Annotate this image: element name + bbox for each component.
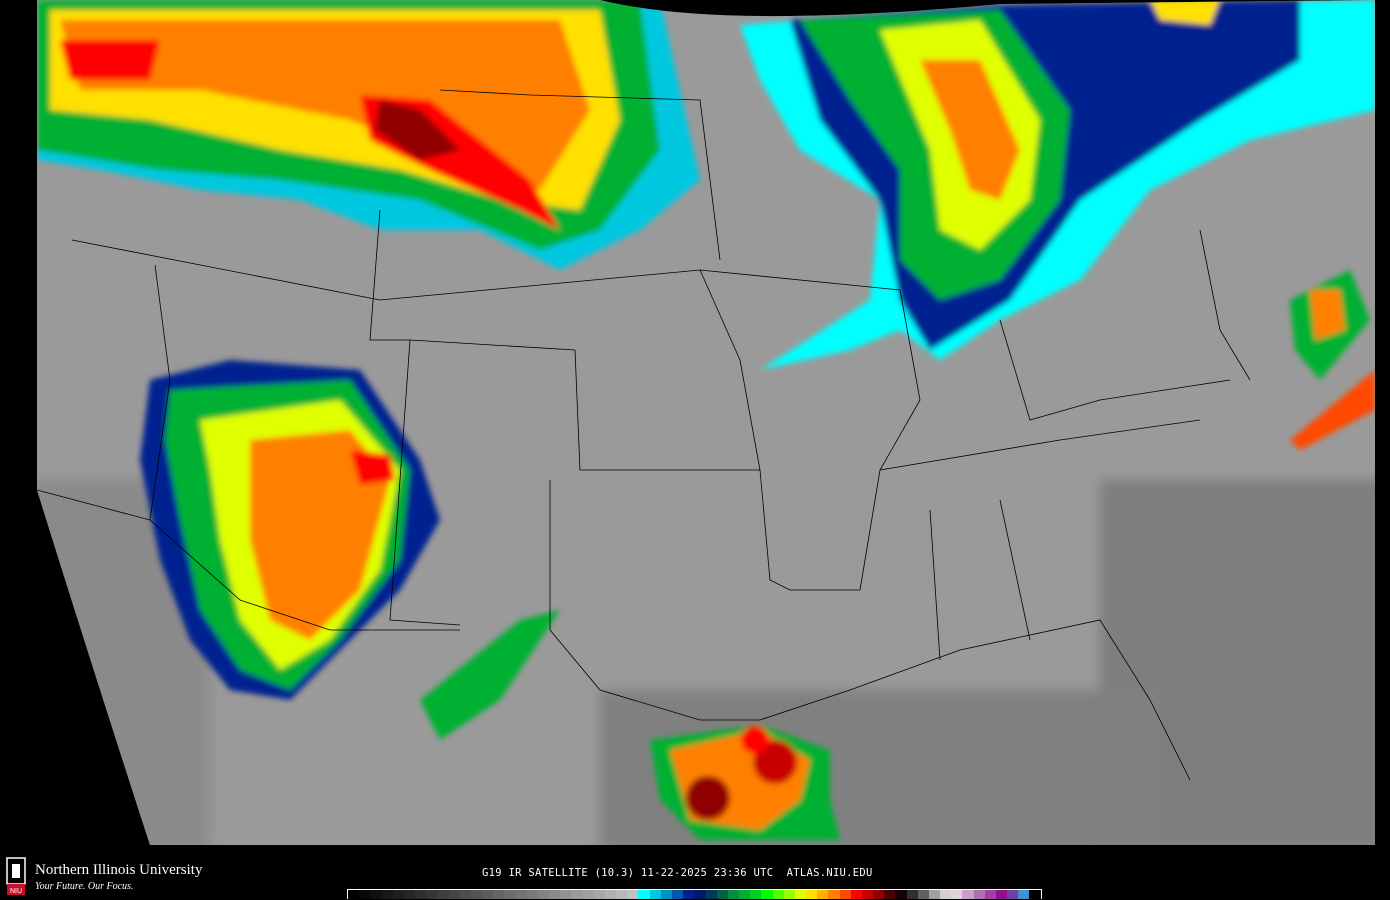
color-scale-segment <box>761 890 773 899</box>
color-scale-segment <box>392 890 404 899</box>
color-scale-segment <box>470 890 483 899</box>
color-scale-segment <box>727 890 740 899</box>
color-scale-segment <box>940 890 952 899</box>
color-scale-segment <box>415 890 427 899</box>
niu-seal-icon: NIU <box>6 857 26 895</box>
color-scale-segment <box>560 890 572 899</box>
color-scale-segment <box>426 890 438 899</box>
color-scale-segment <box>772 890 784 899</box>
cloud-tops-northwest <box>37 0 700 270</box>
color-scale-segment <box>984 890 996 899</box>
svg-text:NIU: NIU <box>10 888 22 895</box>
color-scale-segment <box>683 890 695 899</box>
color-scale-segment <box>604 890 617 899</box>
color-scale-segment <box>861 890 874 899</box>
color-scale-segment <box>660 890 672 899</box>
color-scale-segment <box>616 890 628 899</box>
color-scale-segment <box>1007 890 1019 899</box>
color-scale-segment <box>705 890 717 899</box>
color-scale-segment <box>694 890 706 899</box>
color-scale-segment <box>403 890 416 899</box>
university-name: Northern Illinois University <box>35 862 203 878</box>
color-scale-segment <box>951 890 963 899</box>
color-scale-segment <box>973 890 985 899</box>
color-scale-segment <box>359 890 371 899</box>
color-scale-segment <box>493 890 505 899</box>
university-tagline: Your Future. Our Focus. <box>35 881 134 892</box>
color-scale-segment <box>582 890 594 899</box>
color-scale-segment <box>739 890 751 899</box>
cloud-tops-southwest <box>140 360 440 700</box>
color-scale-segment <box>962 890 974 899</box>
color-scale-segment <box>515 890 527 899</box>
color-scale-segment <box>1029 890 1041 899</box>
color-scale-segment <box>638 890 650 899</box>
niu-logo: NIU Northern Illinois University Your Fu… <box>2 854 232 898</box>
color-scale-segment <box>649 890 661 899</box>
color-scale-bar <box>347 889 1042 899</box>
color-scale-segment <box>627 890 639 899</box>
color-scale-segment <box>884 890 896 899</box>
color-scale-segment <box>839 890 851 899</box>
state-boundaries <box>37 89 1251 781</box>
color-scale-segment <box>828 890 840 899</box>
cloud-tops-texas-gulf <box>420 270 1375 840</box>
cloud-tops-great-lakes <box>740 0 1375 370</box>
color-scale-segment <box>806 890 818 899</box>
color-scale-segment <box>459 890 471 899</box>
color-scale-segment <box>370 890 382 899</box>
product-caption: G19 IR SATELLITE (10.3) 11-22-2025 23:36… <box>482 867 873 879</box>
color-scale-segment <box>716 890 728 899</box>
color-scale-segment <box>917 890 929 899</box>
satellite-map <box>37 0 1375 845</box>
color-scale-segment <box>504 890 516 899</box>
color-scale-segment <box>526 890 538 899</box>
color-scale-segment <box>794 890 807 899</box>
color-scale-segment <box>750 890 762 899</box>
color-scale-segment <box>850 890 862 899</box>
color-scale-segment <box>537 890 550 899</box>
color-scale-segment <box>928 890 941 899</box>
color-scale-segment <box>571 890 583 899</box>
color-scale-segment <box>906 890 918 899</box>
color-scale-segment <box>995 890 1008 899</box>
color-scale-segment <box>671 890 684 899</box>
color-scale-segment <box>549 890 561 899</box>
color-scale-segment <box>783 890 795 899</box>
color-scale-segment <box>895 890 907 899</box>
color-scale-segment <box>448 890 460 899</box>
color-scale-segment <box>873 890 885 899</box>
color-scale-segment <box>437 890 449 899</box>
color-scale-segment <box>348 890 360 899</box>
color-scale-segment <box>482 890 494 899</box>
color-scale-segment <box>381 890 393 899</box>
color-scale-segment <box>1018 890 1030 899</box>
color-scale-segment <box>593 890 605 899</box>
color-scale-segment <box>817 890 829 899</box>
